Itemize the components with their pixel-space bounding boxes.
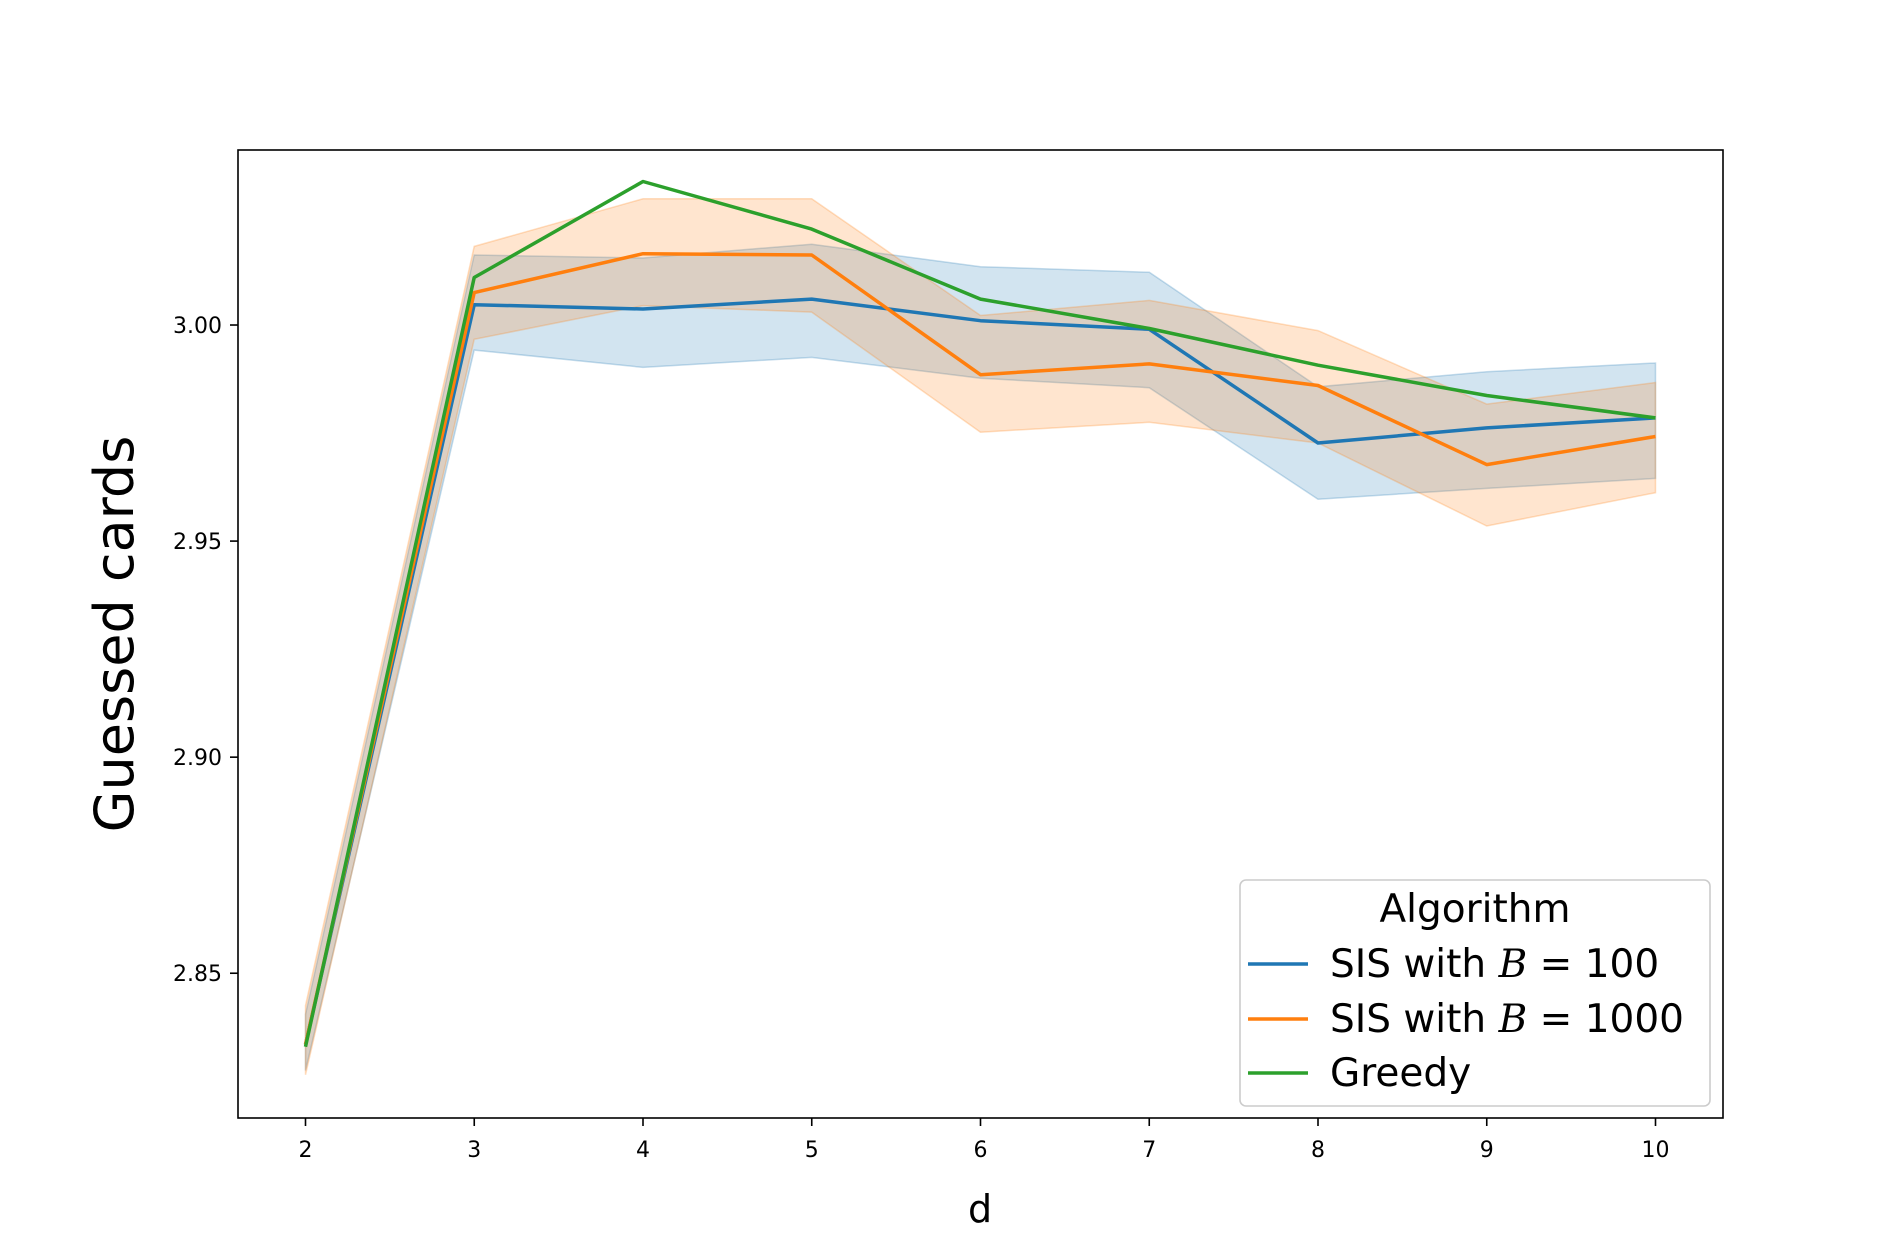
- x-tick-label: 5: [805, 1138, 819, 1163]
- y-tick-label: 2.95: [173, 530, 222, 555]
- legend-box: [1239, 879, 1711, 1107]
- x-tick-label: 10: [1642, 1138, 1670, 1163]
- legend: Algorithm SIS with B = 100 SIS with B = …: [1239, 879, 1711, 1107]
- confidence-bands: [304, 198, 1657, 1075]
- legend-entry-var: B: [1498, 997, 1528, 1042]
- series-lines: [303, 179, 1656, 1048]
- legend-entry-prefix: Greedy: [1330, 1051, 1471, 1096]
- legend-entry-var: B: [1498, 942, 1528, 987]
- legend-title: Algorithm: [1379, 887, 1570, 932]
- legend-entry-eq: =: [1527, 997, 1584, 1042]
- y-tick-label: 2.85: [173, 962, 222, 987]
- x-tick-label: 4: [636, 1138, 650, 1163]
- legend-entry-sis-100: SIS with B = 100: [1330, 942, 1659, 987]
- y-tick-label: 3.00: [173, 314, 222, 339]
- x-tick-label: 2: [299, 1138, 313, 1163]
- band-sis-with-b-100: [304, 243, 1657, 1071]
- legend-entry-num: 1000: [1585, 997, 1684, 1042]
- series-line-sis-with-b-1000: [303, 251, 1656, 1045]
- legend-entry-prefix: SIS with: [1330, 997, 1499, 1042]
- x-tick-label: 3: [467, 1138, 481, 1163]
- series-line-greedy: [303, 179, 1656, 1048]
- x-axis-ticks: 2 3 4 5 6 7 8 9 10: [299, 1118, 1670, 1163]
- y-axis-label: Guessed cards: [83, 436, 146, 833]
- legend-entry-num: 100: [1585, 942, 1659, 987]
- series-line-sis-with-b-100: [303, 297, 1656, 1045]
- y-axis-ticks: 2.85 2.90 2.95 3.00: [173, 314, 238, 987]
- x-tick-label: 6: [974, 1138, 988, 1163]
- y-tick-label: 2.90: [173, 746, 222, 771]
- legend-entry-eq: =: [1527, 942, 1584, 987]
- x-tick-label: 8: [1311, 1138, 1325, 1163]
- x-tick-label: 7: [1142, 1138, 1156, 1163]
- legend-entry-greedy: Greedy: [1330, 1051, 1471, 1096]
- band-sis-with-b-1000: [304, 198, 1657, 1075]
- legend-entry-sis-1000: SIS with B = 1000: [1330, 997, 1684, 1042]
- x-axis-label: d: [968, 1187, 992, 1231]
- legend-entry-prefix: SIS with: [1330, 942, 1499, 987]
- x-tick-label: 9: [1480, 1138, 1494, 1163]
